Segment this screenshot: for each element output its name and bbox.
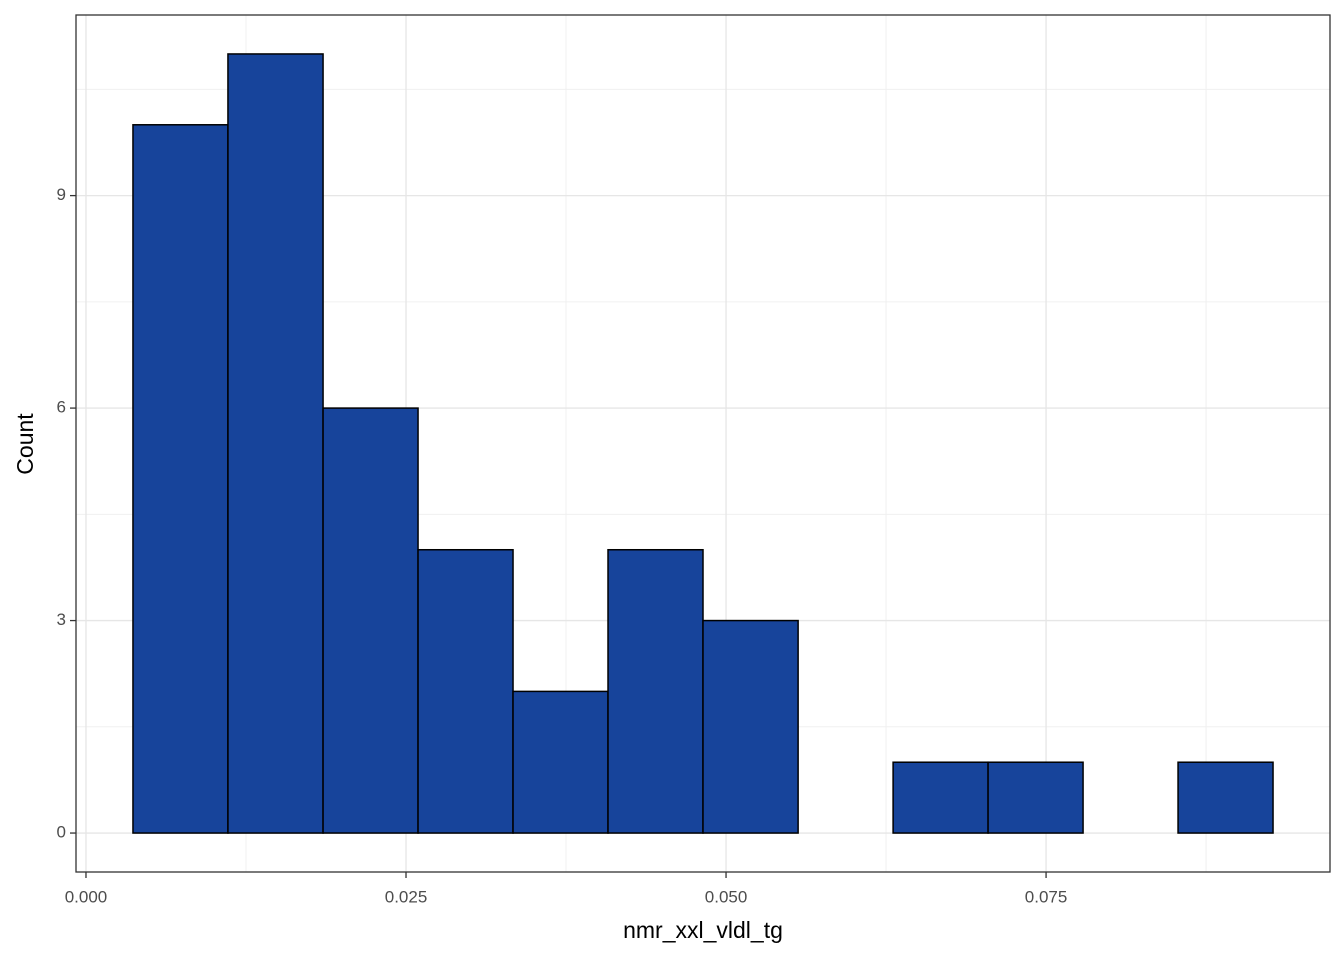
x-axis-title: nmr_xxl_vldl_tg [623,917,783,943]
panel-border [75,14,1331,873]
bar [227,53,324,834]
bar [512,690,609,834]
y-tick-label: 9 [57,185,66,204]
bar [1177,761,1274,834]
bar [607,548,704,834]
x-tick-label: 0.075 [1025,887,1068,906]
x-tick-label: 0.050 [705,887,748,906]
bar [892,761,989,834]
bar [987,761,1084,834]
bar [132,124,229,834]
bar [417,548,514,834]
y-tick-label: 6 [57,398,66,417]
x-tick-label: 0.000 [65,887,108,906]
y-axis-title: Count [12,413,38,475]
y-tick-label: 0 [57,823,66,842]
x-tick-label: 0.025 [385,887,428,906]
bar [702,619,799,834]
y-tick-label: 3 [57,610,66,629]
bar [322,407,419,834]
